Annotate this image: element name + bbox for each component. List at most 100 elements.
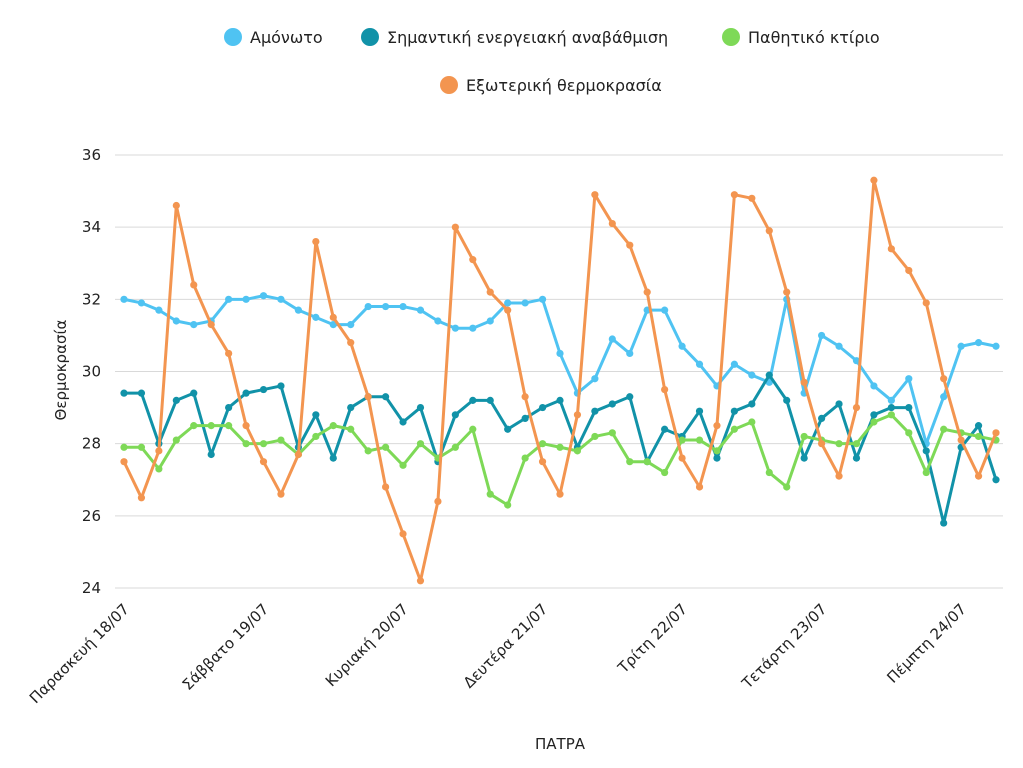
legend-item[interactable]: Αμόνωτο [224,28,323,47]
x-tick-label: Τρίτη 22/07 [614,600,691,677]
data-point [626,349,634,358]
data-point [538,295,547,303]
data-point [573,447,582,455]
data-point [504,306,512,314]
data-point [748,400,756,408]
data-point [940,375,948,383]
data-point [416,440,425,448]
data-point [486,490,494,498]
data-point [277,490,285,498]
data-point [399,418,407,426]
data-point [504,425,512,433]
data-point [974,422,983,430]
series-lines [120,176,1000,585]
data-point [312,238,320,246]
data-point [661,385,669,394]
data-point [207,320,215,329]
data-point [242,295,250,303]
x-tick-label: Πέμπτη 24/07 [883,600,970,687]
data-point [416,403,425,412]
x-tick-label: Δευτέρα 21/07 [460,600,552,692]
data-point [608,400,616,408]
data-point [870,176,878,184]
legend-item[interactable]: Εξωτερική θερμοκρασία [440,76,662,95]
data-point [608,429,616,437]
data-point [713,422,721,430]
x-axis-title: ΠΑΤΡΑ [535,735,586,753]
data-point [748,194,756,202]
data-point [730,191,739,199]
data-point [347,320,355,329]
data-point [137,443,146,451]
data-point [922,447,930,455]
data-point [172,201,180,210]
data-point [992,429,1000,437]
data-point [765,468,773,477]
data-point [626,393,634,401]
data-point [887,245,895,253]
data-point [887,403,895,412]
data-point [922,299,930,307]
data-point [469,425,477,433]
legend-item[interactable]: Σημαντική ενεργειακή αναβάθμιση [361,28,668,47]
data-point [730,425,739,433]
data-point [259,385,268,394]
data-point [155,306,163,314]
data-point [347,425,355,433]
x-tick-label: Σάββατο 19/07 [179,600,273,694]
data-point [277,295,285,303]
data-point [713,447,721,455]
x-tick-label: Κυριακή 20/07 [322,600,412,690]
data-point [434,497,442,505]
data-point [504,299,512,307]
data-point [661,425,669,433]
data-point [451,223,459,231]
data-point [974,432,983,441]
data-point [521,454,529,462]
data-point [137,494,146,502]
data-point [748,371,756,379]
y-tick-label: 24 [82,579,101,597]
data-point [695,483,704,491]
legend-item[interactable]: Παθητικό κτίριο [722,28,880,47]
data-point [172,436,180,444]
data-point [347,403,355,412]
data-point [800,432,808,441]
data-point [416,306,425,314]
data-point [242,440,250,448]
data-point [521,393,529,401]
data-point [695,436,704,444]
data-point [643,458,651,466]
legend: Αμόνωτο Σημαντική ενεργειακή αναβάθμιση Πα… [224,28,880,95]
data-point [521,414,529,423]
data-point [678,342,686,350]
data-point [591,407,599,415]
data-point [259,292,268,300]
data-point [852,403,861,412]
data-point [259,440,268,448]
data-point [155,447,163,455]
data-point [312,411,320,419]
legend-marker [224,28,242,46]
data-point [538,440,547,448]
data-point [800,378,808,386]
data-point [661,468,669,477]
data-point [591,375,599,383]
data-point [504,501,512,509]
data-point [312,432,320,441]
data-point [486,288,494,296]
data-point [556,443,564,451]
data-point [364,302,372,311]
data-point [172,317,180,325]
data-point [835,440,843,448]
legend-label: Σημαντική ενεργειακή αναβάθμιση [387,28,668,47]
data-point [277,382,285,390]
data-point [974,472,983,480]
data-point [486,396,494,404]
data-point [713,454,721,462]
data-point [887,411,895,419]
data-point [242,389,250,397]
y-tick-label: 34 [82,218,101,236]
x-tick-label: Παρασκευή 18/07 [26,600,133,707]
data-point [294,450,302,459]
